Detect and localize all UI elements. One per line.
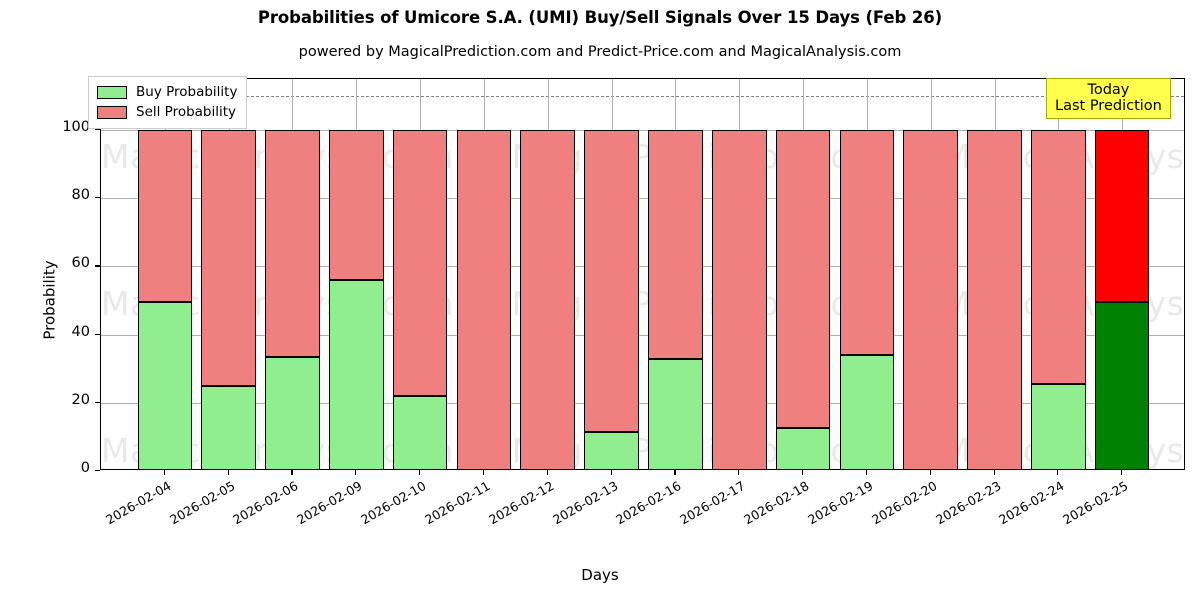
x-tick-mark xyxy=(546,470,548,475)
y-tick-label: 0 xyxy=(80,460,90,476)
plot-area: MagicalAnalysis.comMagicaPrediction.comM… xyxy=(100,78,1185,470)
y-tick-label: 60 xyxy=(71,255,90,272)
bar-column[interactable] xyxy=(903,79,958,469)
bar-segment-buy[interactable] xyxy=(392,396,448,469)
bar-segment-sell[interactable] xyxy=(201,130,256,386)
bar-column[interactable] xyxy=(1094,79,1150,469)
bars-layer xyxy=(101,79,1184,469)
bar-segment-buy[interactable] xyxy=(584,431,639,469)
bar-segment-sell[interactable] xyxy=(1094,130,1150,303)
x-tick-mark xyxy=(163,470,165,475)
bar-segment-sell[interactable] xyxy=(903,130,958,469)
bar-segment-sell[interactable] xyxy=(839,130,895,356)
bar-segment-buy[interactable] xyxy=(329,280,384,469)
bar-column[interactable] xyxy=(711,79,767,469)
bar-column[interactable] xyxy=(775,79,831,469)
bar-column[interactable] xyxy=(584,79,639,469)
today-line1: Today xyxy=(1087,82,1130,98)
bar-column[interactable] xyxy=(520,79,576,469)
bar-segment-buy[interactable] xyxy=(648,358,703,469)
x-tick-mark xyxy=(1121,470,1123,475)
bar-segment-sell[interactable] xyxy=(1031,130,1086,385)
today-line2: Last Prediction xyxy=(1055,98,1162,115)
x-tick-mark xyxy=(482,470,485,475)
x-tick-mark xyxy=(929,470,931,475)
x-tick-mark xyxy=(419,470,421,475)
bar-column[interactable] xyxy=(201,79,256,469)
legend-swatch xyxy=(97,85,127,99)
bar-column[interactable] xyxy=(456,79,512,469)
bar-segment-sell[interactable] xyxy=(137,130,193,303)
y-gridline xyxy=(101,402,1184,404)
bar-segment-sell[interactable] xyxy=(648,130,703,359)
x-tick-mark xyxy=(993,470,995,475)
bar-column[interactable] xyxy=(392,79,448,469)
bar-segment-sell[interactable] xyxy=(456,130,512,469)
x-tick-mark xyxy=(802,470,804,475)
bar-segment-sell[interactable] xyxy=(775,130,831,429)
x-tick-mark xyxy=(865,470,867,475)
bar-segment-buy[interactable] xyxy=(775,428,831,469)
bar-column[interactable] xyxy=(137,79,193,469)
bar-segment-buy[interactable] xyxy=(265,356,320,469)
x-tick-mark xyxy=(291,470,293,475)
y-gridline xyxy=(101,130,1184,132)
chart-title: Probabilities of Umicore S.A. (UMI) Buy/… xyxy=(257,8,943,27)
bar-segment-buy[interactable] xyxy=(137,302,193,469)
x-tick-mark xyxy=(1057,470,1059,475)
y-tick-mark xyxy=(95,401,100,403)
chart-legend: Buy Probability Sell Probability xyxy=(88,76,248,129)
reference-dashed-line xyxy=(101,96,1184,98)
bar-segment-buy[interactable] xyxy=(1031,384,1086,469)
y-gridline xyxy=(101,334,1184,336)
y-tick-mark xyxy=(95,197,100,199)
y-tick-mark xyxy=(95,333,100,335)
x-axis-label: Days xyxy=(581,566,619,584)
bar-column[interactable] xyxy=(839,79,895,469)
y-tick-label: 20 xyxy=(71,391,90,408)
bar-column[interactable] xyxy=(1031,79,1086,469)
x-tick-mark xyxy=(610,470,612,475)
x-tick-mark xyxy=(355,470,357,475)
legend-swatch xyxy=(97,105,127,119)
y-tick-label: 100 xyxy=(62,119,90,136)
bar-column[interactable] xyxy=(648,79,703,469)
legend-item: Sell Probability xyxy=(97,102,237,122)
y-tick-label: 40 xyxy=(71,323,90,340)
chart-subtitle: powered by MagicalPrediction.com and Pre… xyxy=(298,44,902,60)
bar-column[interactable] xyxy=(967,79,1022,469)
bar-segment-sell[interactable] xyxy=(967,130,1022,469)
legend-label: Sell Probability xyxy=(136,104,237,120)
x-tick-mark xyxy=(674,470,676,475)
bar-segment-sell[interactable] xyxy=(265,130,320,357)
y-tick-mark xyxy=(95,265,100,267)
y-gridline xyxy=(101,198,1184,200)
bar-column[interactable] xyxy=(265,79,320,469)
bar-segment-sell[interactable] xyxy=(329,130,384,281)
y-gridline xyxy=(101,266,1184,268)
bar-segment-buy[interactable] xyxy=(201,385,256,469)
bar-segment-sell[interactable] xyxy=(392,130,448,396)
legend-item: Buy Probability xyxy=(97,82,237,102)
legend-label: Buy Probability xyxy=(136,84,238,100)
x-tick-mark xyxy=(738,470,740,475)
bar-segment-sell[interactable] xyxy=(584,130,639,432)
bar-segment-sell[interactable] xyxy=(711,130,767,469)
y-tick-label: 80 xyxy=(71,187,90,204)
bar-segment-buy[interactable] xyxy=(839,355,895,469)
y-tick-mark xyxy=(95,129,100,131)
y-tick-mark xyxy=(95,470,100,472)
bar-column[interactable] xyxy=(329,79,384,469)
bar-segment-buy[interactable] xyxy=(1094,302,1150,469)
today-annotation: Today Last Prediction xyxy=(1046,78,1171,120)
bar-segment-sell[interactable] xyxy=(520,130,576,469)
x-tick-mark xyxy=(227,470,229,475)
